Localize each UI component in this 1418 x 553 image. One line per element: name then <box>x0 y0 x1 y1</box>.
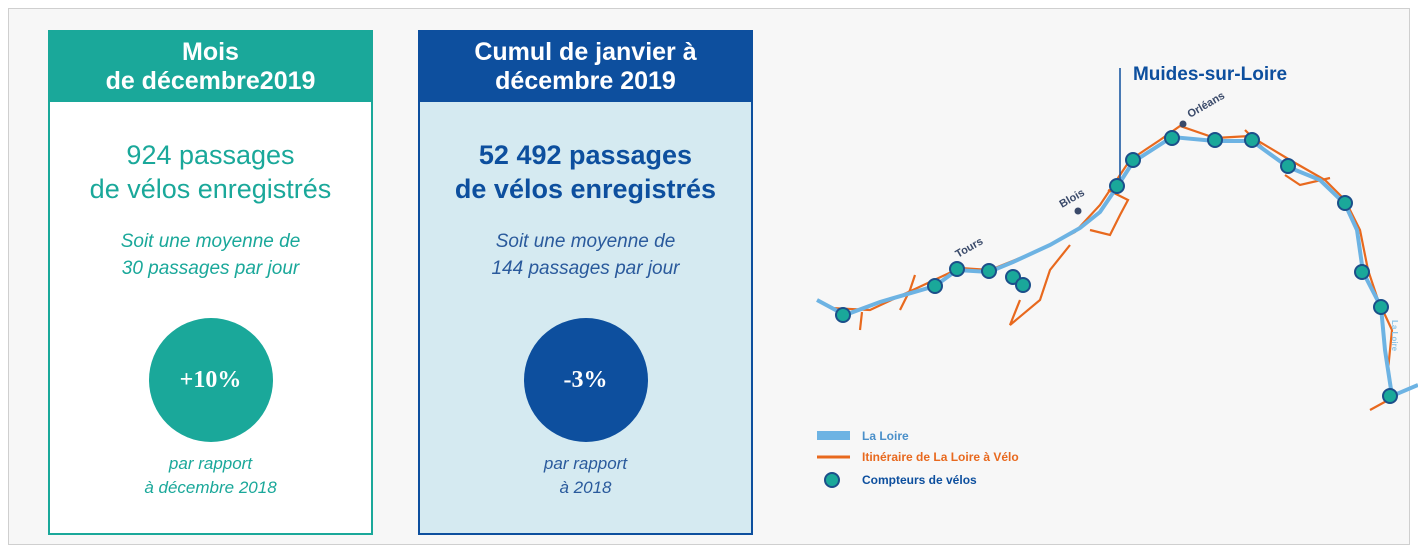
city-label: Blois <box>1058 187 1087 211</box>
count: 52 492 passages de vélos enregistrés <box>420 138 751 206</box>
average-line: 30 passages par jour <box>121 258 300 279</box>
counter <box>835 307 851 323</box>
counter <box>1164 130 1180 146</box>
counter <box>1354 264 1370 280</box>
comparison: par rapport à décembre 2018 <box>50 452 371 500</box>
average-line: 144 passages par jour <box>491 258 680 279</box>
comparison: par rapport à 2018 <box>420 452 751 500</box>
header-line: Mois <box>182 38 239 66</box>
legend-label: La Loire <box>862 429 909 443</box>
counter <box>1125 152 1141 168</box>
header-line: décembre 2019 <box>495 67 676 95</box>
route <box>829 124 1394 411</box>
comparison-line: par rapport <box>543 454 628 473</box>
counter <box>1280 158 1296 174</box>
city-dot <box>1074 207 1082 215</box>
header-line: Cumul de janvier à <box>474 38 697 66</box>
river <box>816 134 1418 399</box>
average: Soit une moyenne de 30 passages par jour <box>50 228 371 282</box>
counter <box>949 261 965 277</box>
counter <box>927 278 943 294</box>
legend-swatch <box>824 472 840 488</box>
city-dots <box>1074 120 1187 215</box>
counter <box>1337 195 1353 211</box>
comparison-line: à décembre 2018 <box>144 478 277 497</box>
panel-header: Mois de décembre2019 <box>50 32 371 102</box>
comparison-line: à 2018 <box>559 478 612 497</box>
highlight-label: Muides-sur-Loire <box>1133 64 1287 85</box>
legend-label: Itinéraire de La Loire à Vélo <box>862 450 1019 464</box>
city-label: Orléans <box>1186 90 1227 121</box>
panel-header: Cumul de janvier à décembre 2019 <box>420 32 751 102</box>
counter <box>981 263 997 279</box>
counter <box>1015 277 1031 293</box>
cumulative-panel: Cumul de janvier à décembre 2019 52 492 p… <box>418 30 753 535</box>
legend-swatch <box>817 431 850 440</box>
count-line: 52 492 passages <box>478 140 693 170</box>
legend-label: Compteurs de vélos <box>862 473 977 487</box>
average-line: Soit une moyenne de <box>495 231 676 252</box>
count: 924 passages de vélos enregistrés <box>50 138 371 206</box>
header-line: de décembre2019 <box>105 67 316 95</box>
counter <box>1109 178 1125 194</box>
river-label: La Loire <box>1390 320 1399 352</box>
city-dot <box>1179 120 1187 128</box>
count-line: de vélos enregistrés <box>454 174 717 204</box>
month-panel: Mois de décembre2019 924 passages de vélos… <box>48 30 373 535</box>
city-label: Tours <box>954 235 986 260</box>
change-circle: -3% <box>523 318 648 442</box>
counter <box>1382 388 1398 404</box>
counter <box>1207 132 1223 148</box>
change-circle: +10% <box>148 318 273 442</box>
average-line: Soit une moyenne de <box>120 231 301 252</box>
count-line: 924 passages <box>126 140 295 170</box>
comparison-line: par rapport <box>168 454 253 473</box>
average: Soit une moyenne de 144 passages par jour <box>420 228 751 282</box>
count-line: de vélos enregistrés <box>89 174 332 204</box>
counter <box>1244 132 1260 148</box>
counters <box>835 130 1398 404</box>
counter <box>1373 299 1389 315</box>
